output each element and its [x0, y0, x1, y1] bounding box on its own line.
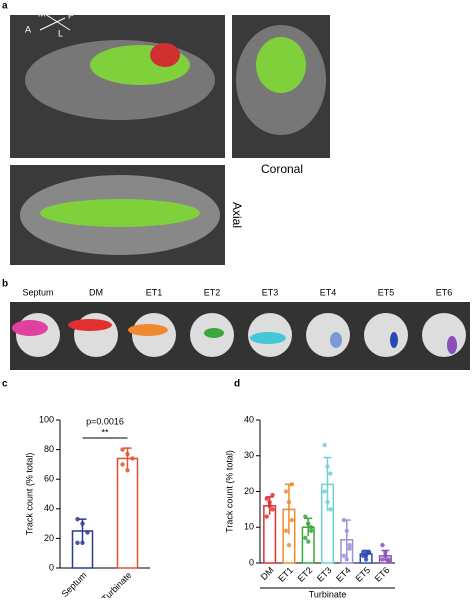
data-point [386, 559, 391, 564]
x-tick-label: ET5 [353, 565, 372, 584]
image-label: ET6 [436, 287, 453, 297]
data-point [270, 492, 275, 498]
y-tick-label: 100 [39, 414, 54, 424]
data-point [328, 471, 333, 476]
x-tick-label: ET3 [315, 565, 334, 584]
data-point [283, 489, 289, 494]
y-tick-label: 30 [244, 450, 254, 460]
data-point [322, 442, 327, 448]
y-tick-label: 0 [249, 557, 254, 567]
panel-label: c [2, 379, 8, 390]
orient-label: M [38, 8, 46, 18]
orient-label: P [68, 10, 74, 20]
annotation: p=0.0016 [86, 416, 124, 426]
data-point [289, 482, 295, 487]
data-point [80, 521, 85, 526]
image-label: ET5 [378, 287, 395, 297]
data-point [383, 550, 388, 555]
y-tick-label: 40 [44, 503, 54, 513]
data-point [270, 507, 275, 512]
panel-label: d [234, 379, 240, 390]
image-label: Septum [22, 287, 53, 297]
y-axis-label: Track count (% total) [24, 453, 34, 536]
data-point [366, 550, 372, 555]
data-point [75, 540, 80, 546]
y-tick-label: 10 [244, 522, 254, 532]
orient-label: A [25, 24, 31, 34]
data-point [306, 521, 311, 526]
y-tick-label: 80 [44, 444, 54, 454]
data-point [85, 530, 90, 535]
image-label: DM [89, 287, 103, 297]
x-tick-label: ET1 [276, 565, 295, 584]
x-tick-label: ET2 [296, 565, 315, 584]
y-tick-label: 40 [244, 414, 254, 424]
data-point [80, 540, 85, 546]
image-label: ET4 [320, 287, 337, 297]
data-point [308, 525, 314, 530]
data-point [303, 535, 308, 541]
data-point [289, 517, 295, 523]
x-tick-label: ET4 [334, 565, 353, 584]
data-point [303, 514, 308, 519]
data-point [347, 542, 352, 548]
data-point [380, 557, 385, 562]
data-point [267, 500, 272, 505]
data-point [347, 546, 352, 551]
image-sagittal [10, 15, 225, 158]
data-point [360, 553, 366, 559]
axial-label: Axial [230, 202, 244, 228]
x-axis-label: Turbinate [309, 589, 347, 598]
data-point [264, 514, 269, 519]
annotation: ** [101, 427, 109, 437]
image-label: ET1 [146, 287, 163, 297]
image-axial [10, 165, 225, 265]
data-point [286, 500, 292, 505]
data-point [383, 553, 388, 559]
y-tick-label: 0 [49, 562, 54, 572]
x-tick-label: DM [259, 565, 276, 582]
y-tick-label: 60 [44, 474, 54, 484]
orient-label: L [58, 28, 63, 38]
data-point [120, 462, 125, 467]
data-point [325, 500, 330, 505]
x-tick-label: Turbinate [100, 570, 134, 598]
y-tick-label: 20 [244, 486, 254, 496]
data-point [125, 468, 130, 473]
coronal-label: Coronal [261, 162, 303, 176]
y-tick-label: 20 [44, 533, 54, 543]
orientation-cross [39, 13, 71, 31]
data-point [75, 516, 80, 522]
data-point [328, 507, 333, 512]
data-point [264, 496, 269, 501]
data-point [267, 503, 272, 508]
y-axis-label: Track count (% total) [224, 450, 234, 533]
data-point [325, 464, 330, 469]
data-point [322, 489, 327, 494]
data-point [344, 557, 349, 562]
data-point [344, 528, 349, 534]
data-point [308, 528, 314, 534]
image-coronal [232, 15, 330, 158]
panel-label: a [2, 1, 8, 12]
x-tick-label: Septum [60, 570, 89, 598]
data-point [306, 539, 311, 544]
bar [116, 457, 139, 569]
panel-label: b [2, 279, 8, 290]
data-point [130, 456, 135, 461]
data-point [120, 447, 125, 452]
data-point [283, 528, 289, 534]
data-point [341, 553, 347, 559]
image-label: ET3 [262, 287, 279, 297]
image-label: ET2 [204, 287, 221, 297]
data-point [360, 550, 366, 555]
data-point [380, 542, 385, 548]
x-tick-label: ET6 [373, 565, 392, 584]
data-point [125, 451, 130, 457]
data-point [363, 557, 369, 562]
images-b [10, 302, 470, 370]
data-point [341, 517, 347, 523]
data-point [286, 542, 292, 548]
